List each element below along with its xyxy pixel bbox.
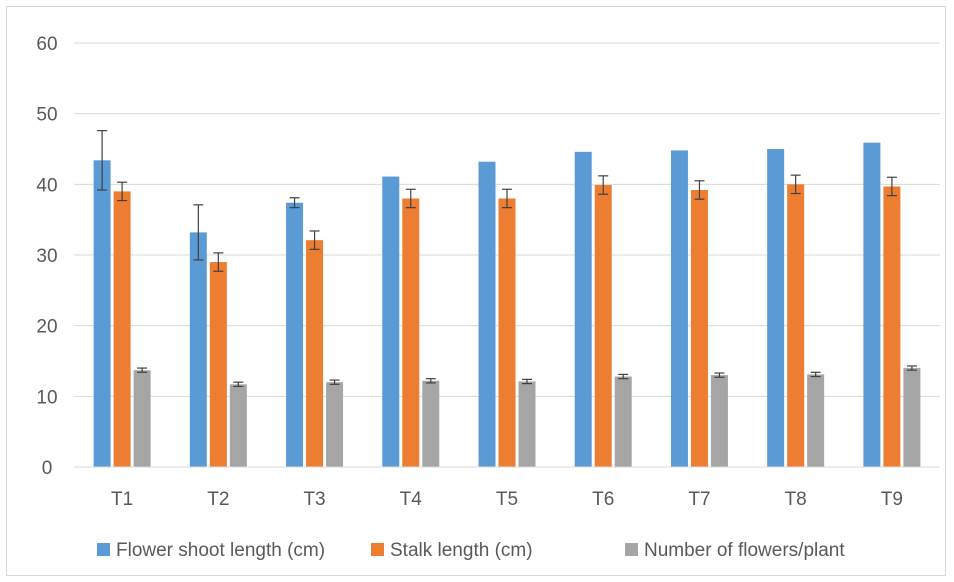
y-axis-ticks: 0 10 20 30 40 50 60 (36, 34, 57, 479)
error-bar (309, 230, 320, 250)
bar-3-T1 (133, 370, 151, 467)
y-tick-label: 60 (36, 34, 57, 55)
error-bar (522, 378, 532, 385)
y-tick-label: 0 (42, 458, 53, 479)
legend-item: Number of flowers/plant (625, 540, 845, 561)
error-bar (117, 181, 128, 202)
y-tick-label: 20 (36, 317, 57, 338)
legend-label: Stalk length (cm) (390, 540, 533, 561)
x-tick-label: T5 (496, 489, 518, 510)
error-bar (598, 175, 609, 195)
error-bar (425, 378, 436, 384)
y-tick-label: 50 (36, 105, 57, 126)
bars (93, 142, 921, 468)
error-bar (289, 197, 300, 209)
error-bar (790, 174, 801, 195)
chart-frame (6, 6, 946, 576)
x-axis-ticks: T1 T2 T3 T4 T5 T6 T7 T8 T9 (111, 489, 903, 510)
error-bar (213, 252, 224, 272)
bar-3-T6 (614, 376, 632, 467)
bar-1-T8 (767, 149, 785, 467)
error-bar (906, 365, 917, 371)
bar-1-T1 (93, 160, 111, 467)
x-tick-label: T3 (303, 489, 325, 510)
legend: Flower shoot length (cm) Stalk length (cm… (97, 540, 845, 561)
bar-2-T5 (498, 198, 516, 467)
legend-label: Flower shoot length (cm) (116, 540, 325, 561)
x-tick-label: T6 (592, 489, 614, 510)
legend-item: Stalk length (cm) (371, 540, 533, 561)
error-bar (193, 204, 204, 261)
bar-1-T9 (863, 142, 881, 467)
bar-2-T7 (690, 189, 708, 467)
x-tick-label: T2 (207, 489, 229, 510)
x-tick-label: T4 (400, 489, 423, 510)
bar-2-T6 (594, 185, 612, 468)
error-bar (97, 130, 108, 191)
bar-2-T1 (113, 191, 131, 467)
y-tick-label: 10 (36, 387, 57, 408)
bar-2-T8 (787, 184, 805, 468)
bar-1-T6 (574, 151, 592, 467)
bar-3-T2 (229, 384, 247, 467)
error-bar (618, 373, 629, 380)
bar-3-T5 (518, 381, 536, 467)
legend-swatch (371, 543, 384, 556)
bar-1-T5 (478, 161, 496, 467)
bar-2-T4 (402, 198, 420, 467)
error-bar (405, 188, 416, 209)
error-bar (694, 180, 705, 200)
bar-3-T8 (807, 374, 825, 467)
error-bar (714, 372, 725, 378)
bar-1-T7 (670, 150, 688, 467)
bar-1-T4 (382, 176, 400, 467)
error-bars (97, 130, 917, 388)
bar-1-T2 (189, 232, 207, 467)
bar-3-T4 (422, 380, 440, 467)
error-bar (233, 381, 244, 388)
x-tick-label: T7 (688, 489, 710, 510)
x-tick-label: T9 (881, 489, 903, 510)
x-tick-label: T1 (111, 489, 133, 510)
error-bar (502, 188, 512, 209)
error-bar (810, 371, 821, 378)
bar-1-T3 (286, 202, 304, 467)
bar-2-T2 (209, 262, 227, 467)
error-bar (886, 176, 897, 197)
bar-2-T9 (883, 186, 901, 467)
legend-item: Flower shoot length (cm) (97, 540, 325, 561)
bar-2-T3 (306, 240, 324, 467)
legend-swatch (625, 543, 638, 556)
error-bar (329, 379, 340, 385)
legend-label: Number of flowers/plant (644, 540, 845, 561)
bar-3-T9 (903, 368, 921, 467)
legend-swatch (97, 543, 110, 556)
bar-3-T3 (326, 382, 344, 467)
bar-3-T7 (710, 375, 728, 467)
y-tick-label: 30 (36, 246, 57, 267)
x-tick-label: T8 (785, 489, 807, 510)
error-bar (137, 367, 148, 373)
y-tick-label: 40 (36, 175, 57, 196)
